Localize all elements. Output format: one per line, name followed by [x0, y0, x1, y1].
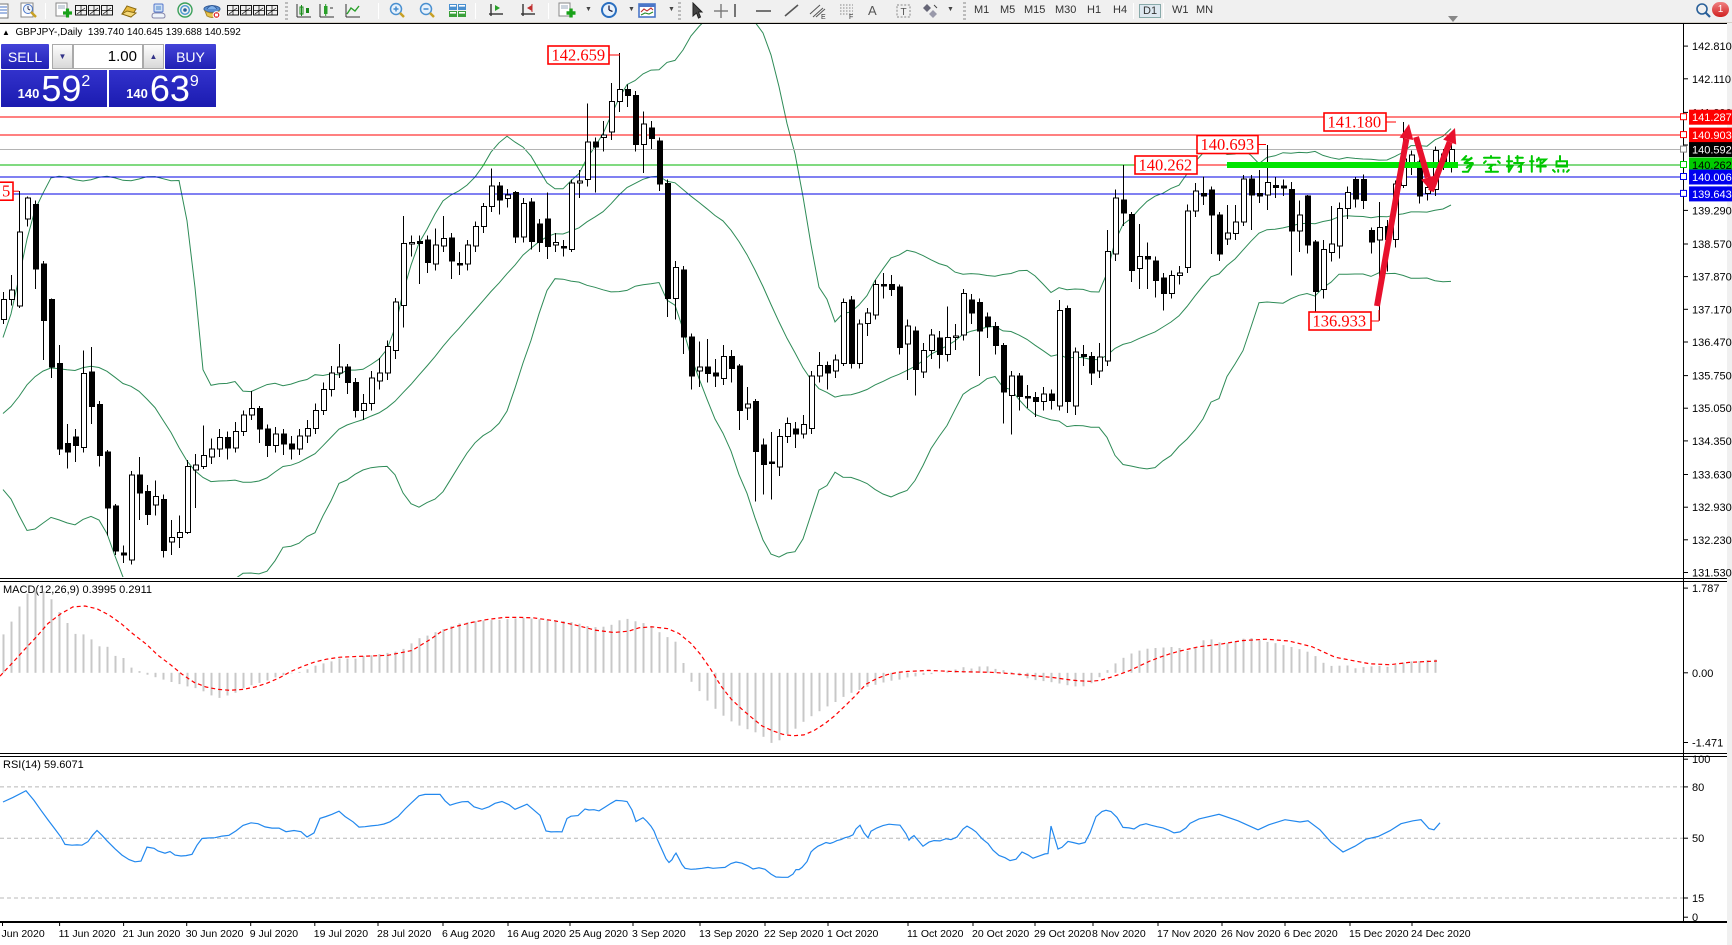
svg-text:9 Jul 2020: 9 Jul 2020 — [250, 928, 299, 940]
svg-text:26 Nov 2020: 26 Nov 2020 — [1221, 928, 1281, 940]
svg-text:MACD(12,26,9) 0.3995 0.2911: MACD(12,26,9) 0.3995 0.2911 — [3, 584, 152, 596]
svg-text:6 Dec 2020: 6 Dec 2020 — [1284, 928, 1338, 940]
svg-text:24 Dec 2020: 24 Dec 2020 — [1411, 928, 1471, 940]
svg-text:28 Jul 2020: 28 Jul 2020 — [377, 928, 431, 940]
svg-text:-1.471: -1.471 — [1692, 738, 1723, 750]
svg-text:132.230: 132.230 — [1692, 535, 1732, 547]
svg-text:133.630: 133.630 — [1692, 470, 1732, 482]
svg-text:30 Jun 2020: 30 Jun 2020 — [186, 928, 244, 940]
svg-text:1.787: 1.787 — [1692, 583, 1720, 595]
svg-text:140.693: 140.693 — [1201, 135, 1255, 154]
svg-text:142.659: 142.659 — [552, 46, 606, 65]
svg-text:6 Aug 2020: 6 Aug 2020 — [442, 928, 495, 940]
svg-text:15 Dec 2020: 15 Dec 2020 — [1349, 928, 1409, 940]
svg-text:135.750: 135.750 — [1692, 371, 1732, 383]
svg-text:140.592: 140.592 — [1692, 145, 1732, 157]
svg-text:8 Nov 2020: 8 Nov 2020 — [1092, 928, 1146, 940]
svg-text:132.930: 132.930 — [1692, 502, 1732, 514]
svg-text:20 Oct 2020: 20 Oct 2020 — [972, 928, 1029, 940]
svg-text:140.006: 140.006 — [1692, 172, 1732, 184]
svg-text:139.643: 139.643 — [1692, 189, 1732, 201]
svg-text:Jun 2020: Jun 2020 — [2, 928, 45, 940]
svg-text:19 Jul 2020: 19 Jul 2020 — [314, 928, 368, 940]
svg-text:141.180: 141.180 — [1328, 113, 1382, 132]
svg-text:141.287: 141.287 — [1692, 112, 1732, 124]
svg-text:T: T — [901, 7, 907, 18]
svg-text:142.810: 142.810 — [1692, 41, 1732, 53]
svg-text:25 Aug 2020: 25 Aug 2020 — [569, 928, 628, 940]
svg-text:F: F — [849, 14, 853, 20]
svg-text:140.903: 140.903 — [1692, 130, 1732, 142]
svg-text:137.170: 137.170 — [1692, 304, 1732, 316]
svg-text:131.530: 131.530 — [1692, 568, 1732, 580]
svg-text:16 Aug 2020: 16 Aug 2020 — [507, 928, 566, 940]
svg-text:13 Sep 2020: 13 Sep 2020 — [699, 928, 759, 940]
svg-text:80: 80 — [1692, 782, 1704, 794]
svg-text:100: 100 — [1692, 754, 1710, 766]
svg-text:15: 15 — [1692, 893, 1704, 905]
svg-text:0.00: 0.00 — [1692, 668, 1713, 680]
svg-text:136.470: 136.470 — [1692, 337, 1732, 349]
svg-text:22 Sep 2020: 22 Sep 2020 — [764, 928, 824, 940]
svg-text:11 Jun 2020: 11 Jun 2020 — [59, 928, 116, 940]
svg-text:140.262: 140.262 — [1139, 156, 1193, 175]
svg-text:137.870: 137.870 — [1692, 272, 1732, 284]
svg-text:139.290: 139.290 — [1692, 205, 1732, 217]
svg-text:138.570: 138.570 — [1692, 239, 1732, 251]
svg-text:136.933: 136.933 — [1313, 312, 1367, 331]
svg-text:3 Sep 2020: 3 Sep 2020 — [632, 928, 686, 940]
svg-text:134.350: 134.350 — [1692, 436, 1732, 448]
svg-text:E: E — [821, 14, 826, 20]
svg-text:RSI(14) 59.6071: RSI(14) 59.6071 — [3, 759, 84, 771]
svg-text:135.050: 135.050 — [1692, 403, 1732, 415]
svg-text:140.262: 140.262 — [1692, 160, 1732, 172]
svg-text:142.110: 142.110 — [1692, 74, 1731, 86]
svg-text:50: 50 — [1692, 833, 1704, 845]
svg-text:21 Jun 2020: 21 Jun 2020 — [123, 928, 181, 940]
svg-text:5: 5 — [2, 182, 10, 201]
svg-text:29 Oct 2020: 29 Oct 2020 — [1034, 928, 1091, 940]
svg-text:1 Oct 2020: 1 Oct 2020 — [827, 928, 879, 940]
svg-text:0: 0 — [1692, 912, 1698, 924]
svg-text:11 Oct 2020: 11 Oct 2020 — [907, 928, 964, 940]
svg-text:17 Nov 2020: 17 Nov 2020 — [1157, 928, 1217, 940]
